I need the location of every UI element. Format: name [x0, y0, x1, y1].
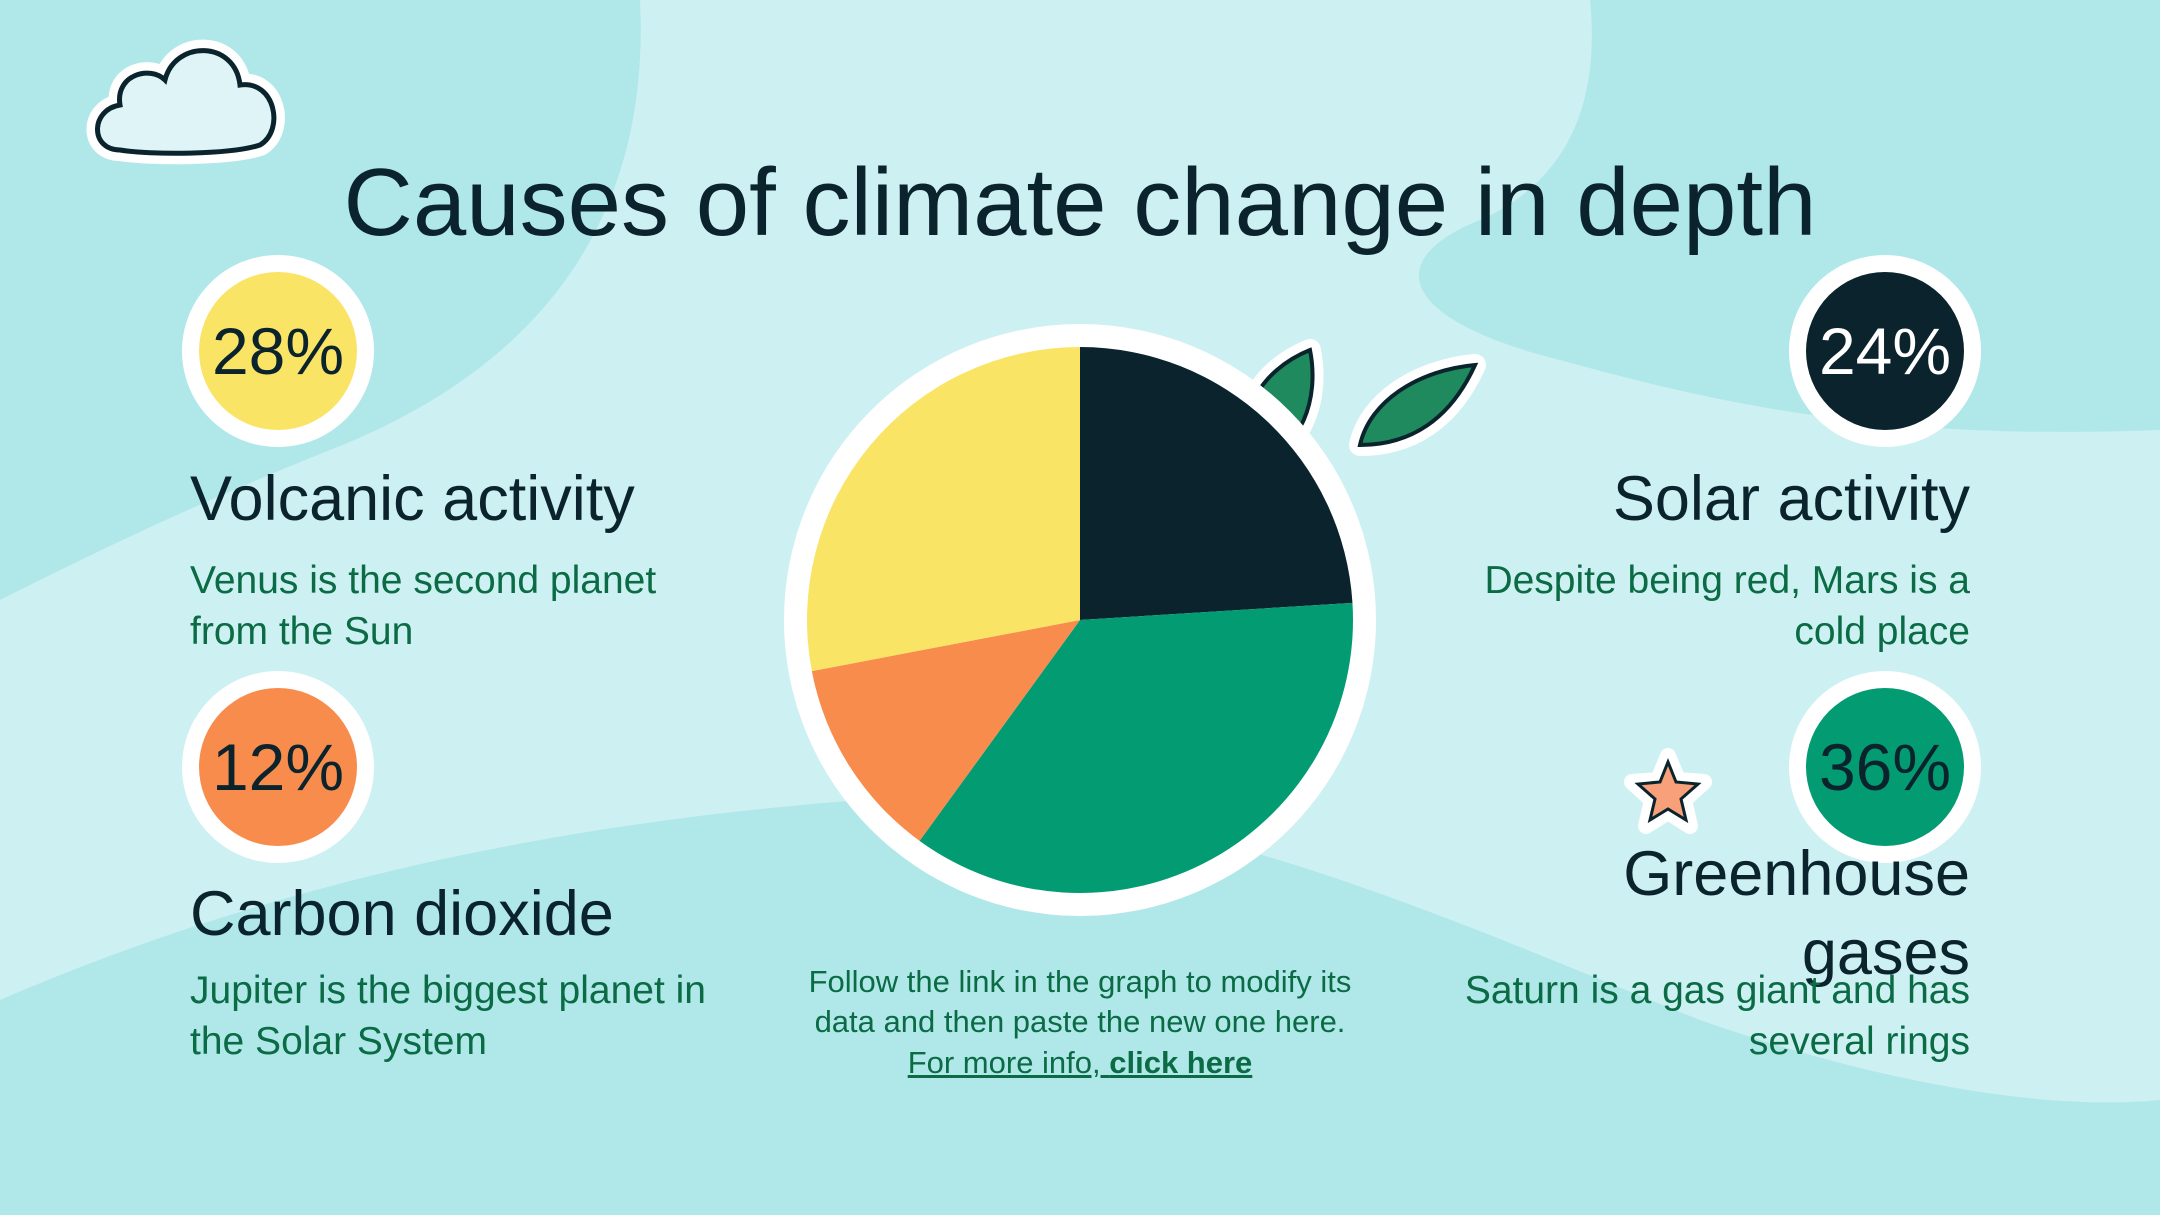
badge — [1806, 688, 1964, 846]
star — [1624, 748, 1712, 834]
pie-slice — [919, 602, 1353, 893]
value-label: 24% — [1819, 314, 1951, 388]
pie-slice — [1080, 347, 1353, 620]
note-line: Follow the link in the graph to modify i… — [808, 964, 1352, 999]
badge — [199, 272, 357, 430]
bg-blob — [0, 798, 2160, 1215]
description: Jupiter is the biggest planet in the Sol… — [190, 969, 706, 1063]
value-label: 12% — [212, 730, 344, 804]
more-info-link[interactable]: For more info, click here — [908, 1045, 1253, 1080]
heading: Greenhouse gases — [1623, 839, 1970, 988]
description: Saturn is a gas giant and has several ri… — [1464, 969, 1970, 1063]
pie-slice — [807, 347, 1080, 672]
description: Venus is the second planet from the Sun — [190, 559, 657, 653]
heading: Solar activity — [1612, 464, 1970, 534]
value-label: 28% — [212, 314, 344, 388]
pie-slice — [811, 620, 1080, 841]
description: Despite being red, Mars is a cold place — [1484, 559, 1970, 653]
heading: Carbon dioxide — [190, 879, 614, 949]
title: Causes of climate change in depth — [343, 149, 1817, 256]
badge — [199, 688, 357, 846]
link-text: click here — [1109, 1044, 1253, 1080]
badge — [1806, 272, 1964, 430]
cloud — [86, 39, 285, 165]
value-label: 36% — [1819, 730, 1951, 804]
note-line: data and then paste the new one here. — [814, 1004, 1346, 1040]
heading: Volcanic activity — [190, 464, 635, 534]
link-prefix: For more info, — [907, 1044, 1110, 1080]
note: Follow the link in the graph to modify i… — [760, 962, 1400, 1083]
